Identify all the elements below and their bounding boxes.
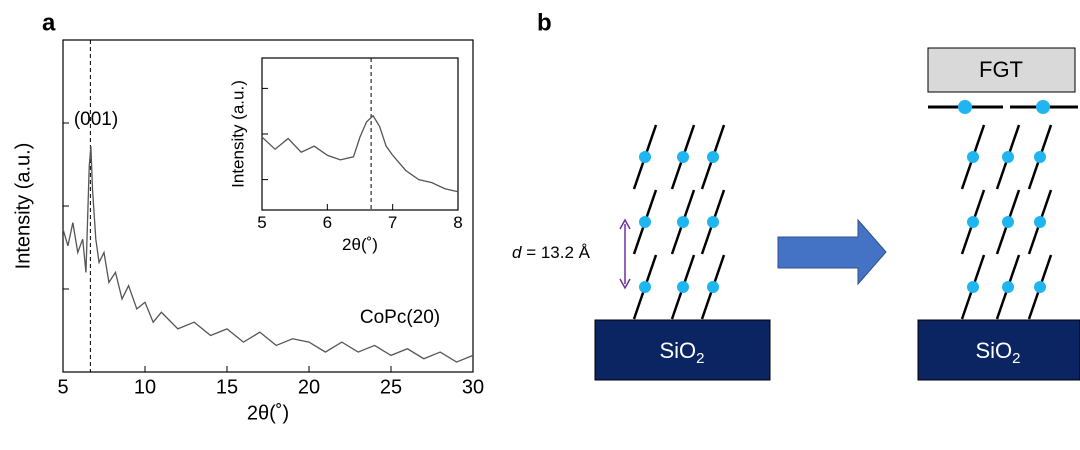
molecule <box>1036 100 1050 114</box>
diagram: d = 13.2 Å SiO2 SiO2 FGT <box>512 47 1080 381</box>
fgt-layer <box>927 47 1076 93</box>
molecule <box>639 151 651 163</box>
molecule <box>639 216 651 228</box>
substrate-label: SiO2 <box>975 338 1020 367</box>
molecule <box>677 216 689 228</box>
spacing-label: d = 13.2 Å <box>512 243 591 262</box>
data-line <box>261 114 459 193</box>
x-tick-label: 25 <box>380 376 402 398</box>
molecule <box>639 281 651 293</box>
x-axis-label: 2θ(˚) <box>342 235 378 254</box>
panel-label: a <box>42 9 56 36</box>
data-line <box>62 146 474 363</box>
molecule <box>1034 281 1046 293</box>
molecule <box>967 216 979 228</box>
substrate-label: SiO2 <box>659 338 704 367</box>
arrow <box>777 218 887 286</box>
substrate-sub: 2 <box>1012 350 1020 367</box>
annotation: CoPc(20) <box>360 307 440 328</box>
molecule <box>967 281 979 293</box>
molecule <box>677 151 689 163</box>
substrate <box>594 319 771 381</box>
substrate-text: SiO <box>975 338 1012 363</box>
x-tick-label: 5 <box>57 376 68 398</box>
y-axis-label: Intensity (a.u.) <box>12 143 34 270</box>
substrate-sub: 2 <box>696 350 704 367</box>
x-tick-label: 5 <box>257 213 266 232</box>
plot-frame <box>261 57 459 211</box>
molecule <box>1034 151 1046 163</box>
molecule <box>967 151 979 163</box>
molecule <box>958 100 972 114</box>
x-tick-label: 30 <box>462 376 484 398</box>
fgt-label: FGT <box>979 57 1023 82</box>
molecule <box>1002 281 1014 293</box>
spacing-text: = 13.2 Å <box>521 243 590 262</box>
molecule <box>707 281 719 293</box>
molecule <box>707 151 719 163</box>
molecule <box>1034 216 1046 228</box>
x-tick-label: 6 <box>323 213 332 232</box>
x-tick-label: 20 <box>298 376 320 398</box>
panel-label: b <box>537 9 552 36</box>
x-tick-label: 7 <box>388 213 397 232</box>
spacing-symbol: d <box>512 243 522 262</box>
molecule <box>707 216 719 228</box>
annotation: (001) <box>74 109 118 130</box>
substrate <box>917 319 1080 381</box>
x-axis-label: 2θ(˚) <box>247 402 289 424</box>
molecule <box>677 281 689 293</box>
x-tick-label: 10 <box>134 376 156 398</box>
x-tick-label: 8 <box>453 213 462 232</box>
y-axis-label: Intensity (a.u.) <box>228 80 247 188</box>
spacing-arrowheads <box>619 218 631 290</box>
molecule <box>1002 151 1014 163</box>
x-tick-label: 15 <box>216 376 238 398</box>
molecule <box>1002 216 1014 228</box>
substrate-text: SiO <box>659 338 696 363</box>
